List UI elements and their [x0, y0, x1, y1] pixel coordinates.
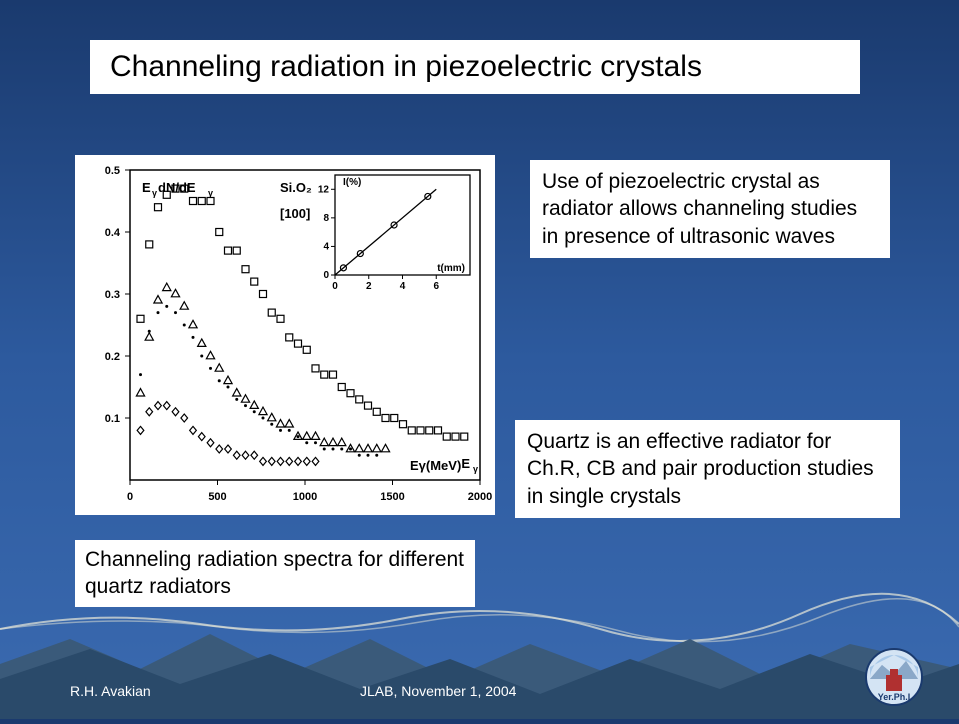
svg-text:2000: 2000	[468, 491, 492, 503]
body-text-1: Use of piezoelectric crystal as radiator…	[530, 160, 890, 258]
svg-text:1000: 1000	[293, 491, 317, 503]
svg-text:1500: 1500	[380, 491, 404, 503]
svg-text:I(%): I(%)	[343, 177, 361, 188]
svg-text:Yer.Ph.I: Yer.Ph.I	[878, 692, 911, 702]
svg-text:0.5: 0.5	[105, 165, 120, 177]
svg-text:0.3: 0.3	[105, 289, 120, 301]
svg-text:4: 4	[323, 241, 329, 252]
svg-text:E: E	[142, 180, 151, 195]
svg-text:0.4: 0.4	[105, 227, 121, 239]
main-chart: 05001000150020000.10.20.30.40.5EγdN/dEγS…	[75, 155, 495, 515]
svg-text:4: 4	[400, 281, 406, 292]
svg-text:8: 8	[323, 213, 329, 224]
svg-text:[100]: [100]	[280, 206, 310, 221]
svg-text:E: E	[461, 456, 470, 471]
footer-date: JLAB, November 1, 2004	[360, 683, 516, 699]
svg-text:0.2: 0.2	[105, 351, 120, 363]
svg-text:t(mm): t(mm)	[437, 263, 465, 274]
svg-text:γ: γ	[152, 188, 157, 198]
svg-text:500: 500	[208, 491, 226, 503]
svg-text:Si.O₂: Si.O₂	[280, 180, 312, 195]
footer-author: R.H. Avakian	[70, 683, 151, 699]
svg-text:γ: γ	[208, 188, 213, 198]
svg-text:0.1: 0.1	[105, 413, 120, 425]
slide-title: Channeling radiation in piezoelectric cr…	[90, 40, 860, 94]
logo-yerphi: Yer.Ph.I	[864, 647, 924, 707]
svg-text:γ: γ	[473, 464, 478, 474]
svg-text:Eγ(MeV): Eγ(MeV)	[410, 458, 461, 473]
svg-text:2: 2	[366, 281, 372, 292]
svg-text:6: 6	[433, 281, 439, 292]
svg-text:0: 0	[332, 281, 338, 292]
svg-text:12: 12	[318, 184, 330, 195]
svg-text:0: 0	[323, 270, 329, 281]
body-text-2: Quartz is an effective radiator for Ch.R…	[515, 420, 900, 518]
svg-text:0: 0	[127, 491, 133, 503]
svg-text:dN/dE: dN/dE	[158, 180, 196, 195]
